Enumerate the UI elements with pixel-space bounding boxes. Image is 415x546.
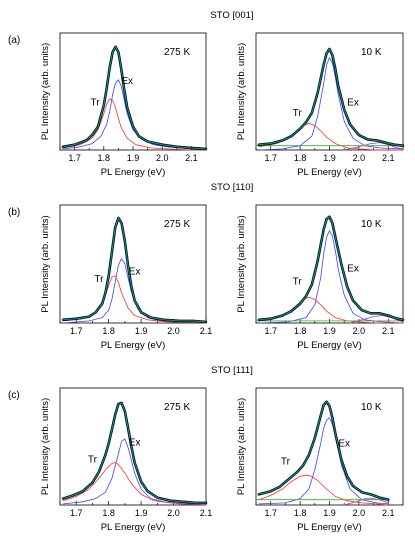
peak-annotation-tr: Tr: [281, 457, 291, 468]
series-ex-component-line: [258, 57, 404, 151]
series-data-line: [257, 47, 405, 147]
y-axis-label: PL Intensity (arb. units): [40, 215, 51, 312]
peak-annotation-ex: Ex: [129, 437, 141, 448]
y-axis-label: PL Intensity (arb. units): [40, 43, 51, 140]
panel-label: (b): [8, 207, 20, 218]
plot-frame-2: [59, 204, 207, 324]
series-ex-component-line: [258, 230, 404, 324]
x-tick-label: 1.7: [264, 326, 277, 336]
series-fit-line: [62, 402, 207, 504]
panel-label: (c): [8, 390, 20, 401]
peak-annotation-ex: Ex: [347, 97, 359, 108]
x-tick-label: 1.8: [98, 153, 111, 163]
x-tick-label: 1.8: [102, 508, 115, 518]
peak-annotation-ex: Ex: [338, 439, 350, 450]
series-ex-component-line: [258, 417, 389, 505]
series-fit-line: [258, 401, 389, 501]
temperature-label: 10 K: [361, 47, 382, 58]
group-title: STO [001]: [210, 10, 253, 21]
series-fit-line: [62, 46, 207, 150]
x-tick-label: 2.1: [382, 326, 395, 336]
temperature-label: 275 K: [164, 219, 190, 230]
series-fit-line: [258, 216, 404, 321]
x-tick-label: 2.1: [200, 326, 213, 336]
y-axis-label: PL Intensity (arb. units): [236, 43, 247, 140]
temperature-label: 275 K: [164, 402, 190, 413]
series-data-line: [61, 45, 208, 151]
x-tick-label: 1.8: [294, 326, 307, 336]
series-tr-component-line: [62, 462, 207, 506]
peak-annotation-ex: Ex: [347, 264, 359, 275]
x-tick-label: 2.0: [353, 508, 366, 518]
peak-annotation-tr: Tr: [293, 108, 303, 119]
group-title: STO [110]: [211, 182, 253, 193]
temperature-label: 10 K: [361, 402, 382, 413]
peak-annotation-tr: Tr: [91, 97, 101, 108]
x-tick-label: 1.7: [68, 153, 81, 163]
x-tick-label: 2.0: [353, 153, 366, 163]
x-tick-label: 1.7: [70, 508, 83, 518]
x-axis-label: PL Energy (eV): [297, 167, 362, 178]
x-axis-label: PL Energy (eV): [101, 522, 166, 533]
x-tick-label: 1.9: [323, 508, 336, 518]
x-tick-label: 2.0: [167, 326, 180, 336]
x-tick-label: 1.9: [135, 508, 148, 518]
y-axis-label: PL Intensity (arb. units): [236, 215, 247, 312]
peak-annotation-ex: Ex: [129, 267, 141, 278]
x-axis-label: PL Energy (eV): [297, 522, 362, 533]
x-tick-label: 2.0: [353, 326, 366, 336]
x-tick-label: 2.1: [382, 508, 395, 518]
y-axis-label: PL Intensity (arb. units): [236, 398, 247, 495]
x-tick-label: 1.7: [70, 326, 83, 336]
x-tick-label: 2.1: [382, 153, 395, 163]
x-tick-label: 1.9: [323, 153, 336, 163]
x-tick-label: 1.8: [294, 153, 307, 163]
peak-annotation-tr: Tr: [94, 274, 104, 285]
series-high-energy-component-line: [343, 142, 404, 151]
x-tick-label: 1.9: [135, 326, 148, 336]
panel-label: (a): [8, 35, 20, 46]
x-axis-label: PL Energy (eV): [297, 340, 362, 351]
x-tick-label: 2.1: [185, 153, 198, 163]
series-tr-component-line: [62, 98, 207, 151]
x-tick-label: 2.1: [200, 508, 213, 518]
series-ex-component-line: [62, 438, 207, 506]
x-tick-label: 2.0: [156, 153, 169, 163]
group-title: STO [111]: [211, 365, 253, 376]
x-axis-label: PL Energy (eV): [101, 340, 166, 351]
x-tick-label: 1.8: [102, 326, 115, 336]
temperature-label: 275 K: [164, 47, 190, 58]
x-tick-label: 2.0: [167, 508, 180, 518]
plot-frame-4: [59, 387, 207, 506]
y-axis-label: PL Intensity (arb. units): [40, 398, 51, 495]
x-tick-label: 1.7: [264, 508, 277, 518]
x-tick-label: 1.8: [294, 508, 307, 518]
x-tick-label: 1.9: [323, 326, 336, 336]
series-tr-component-line: [258, 296, 404, 324]
series-fit-line: [258, 48, 404, 147]
series-ex-component-line: [62, 79, 207, 151]
series-data-line: [257, 400, 390, 501]
x-tick-label: 1.9: [127, 153, 140, 163]
series-fit-line: [62, 217, 207, 323]
peak-annotation-tr: Tr: [293, 276, 303, 287]
series-data-line: [257, 215, 405, 322]
peak-annotation-tr: Tr: [88, 454, 98, 465]
peak-annotation-ex: Ex: [121, 76, 133, 87]
x-axis-label: PL Energy (eV): [101, 167, 166, 178]
temperature-label: 10 K: [361, 219, 382, 230]
series-high-energy-component-line: [343, 498, 389, 506]
series-tr-component-line: [258, 474, 389, 506]
x-tick-label: 1.7: [264, 153, 277, 163]
series-data-line: [61, 401, 208, 505]
